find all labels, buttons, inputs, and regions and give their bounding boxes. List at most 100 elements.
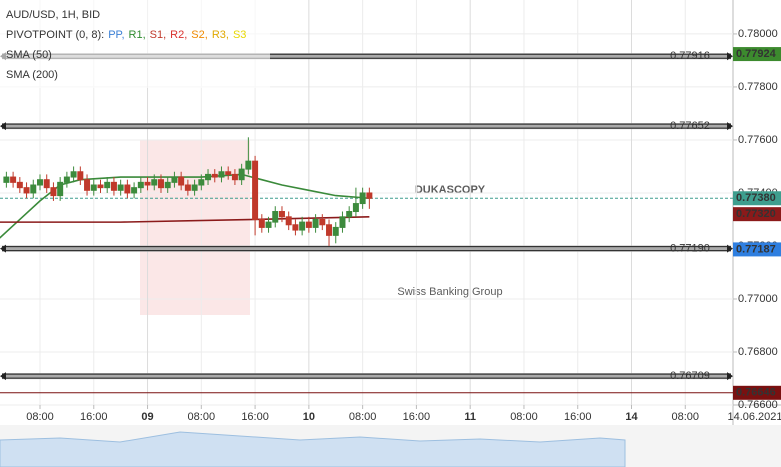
candle-body [164, 181, 171, 189]
x-tick-label: 16:00 [241, 411, 269, 423]
candle-body [117, 184, 124, 191]
candle-body [225, 171, 232, 175]
candle-body [178, 176, 185, 186]
candle-body [23, 187, 30, 194]
candle-body [305, 221, 312, 228]
pivot-legend-item: S2, [191, 29, 208, 41]
candle-body [252, 160, 259, 220]
candle-body [231, 173, 238, 181]
price-tag [733, 207, 781, 222]
candle-body [339, 216, 346, 228]
pivot-legend-item: S1, [150, 29, 167, 41]
watermark: Swiss Banking Group [397, 286, 502, 298]
candle-body [332, 226, 339, 236]
pivot-label: 0.77916 [670, 50, 710, 62]
candle-body [191, 184, 198, 191]
indicator-line [0, 216, 370, 223]
x-tick-label: 16:00 [80, 411, 108, 423]
candle-body [265, 221, 272, 228]
candle-body [36, 179, 43, 186]
y-tick-label: 0.76600 [738, 399, 778, 411]
pivot-label: 0.76709 [670, 370, 710, 382]
candle-body [131, 187, 138, 194]
candle-body [366, 192, 373, 199]
candle-body [352, 203, 359, 213]
navigator-area [0, 431, 626, 467]
legend-entry: SMA (50) [6, 49, 52, 61]
x-tick-label: 08:00 [26, 411, 54, 423]
candle-body [319, 218, 326, 226]
candle-body [245, 160, 252, 170]
candle-body [218, 171, 225, 178]
watermark-logo [140, 140, 250, 315]
x-tick-label: 08:00 [672, 411, 700, 423]
pivot-label: 0.77652 [670, 120, 710, 132]
candle-body [144, 181, 151, 186]
candle-body [124, 184, 131, 194]
candle-body [70, 171, 77, 178]
candle-body [278, 211, 285, 218]
date-label: 14.06.2021 [727, 411, 781, 423]
pivot-legend: PIVOTPOINT (0, 8): PP, R1, S1, R2, S2, R3, S3 [6, 29, 246, 41]
price-tag-label: 0.76646 [736, 387, 776, 399]
candle-body [57, 181, 64, 197]
watermark: DUKASCOPY [415, 184, 486, 196]
y-tick-label: 0.77600 [738, 134, 778, 146]
x-tick-label: 10 [303, 411, 315, 423]
price-tag [733, 242, 781, 257]
candle-body [104, 181, 111, 189]
candle-body [151, 179, 158, 186]
x-tick-label: 08:00 [510, 411, 538, 423]
x-tick-label: 09 [141, 411, 153, 423]
candle-body [292, 224, 299, 231]
candle-body [184, 184, 191, 191]
candle-body [77, 171, 84, 181]
y-tick-label: 0.76800 [738, 346, 778, 358]
x-tick-label: 14 [625, 411, 638, 423]
pivot-legend-label: PIVOTPOINT (0, 8): [6, 29, 104, 41]
pivot-legend-item: R3, [212, 29, 229, 41]
candle-body [84, 179, 91, 191]
price-tag [733, 47, 781, 62]
candle-body [97, 184, 104, 189]
price-tag [733, 191, 781, 206]
candle-body [205, 173, 212, 181]
x-tick-label: 16:00 [403, 411, 431, 423]
candle-body [346, 211, 353, 218]
candle-body [272, 211, 279, 223]
candle-body [359, 192, 366, 205]
price-tag-label: 0.77924 [736, 48, 777, 60]
candle-body [326, 224, 333, 236]
candle-body [110, 181, 117, 191]
price-tag-label: 0.77320 [736, 208, 776, 220]
candle-body [238, 168, 245, 181]
pivot-legend-item: S3 [233, 29, 246, 41]
candle-body [43, 179, 50, 189]
x-tick-label: 08:00 [349, 411, 377, 423]
candle-body [299, 221, 306, 231]
pivot-label: 0.77190 [670, 243, 710, 255]
price-tag-label: 0.77187 [736, 243, 776, 255]
candle-body [198, 179, 205, 186]
chart-title: AUD/USD, 1H, BID [6, 9, 100, 21]
candle-body [211, 173, 218, 178]
pivot-legend-item: PP, [108, 29, 124, 41]
candle-body [137, 181, 144, 189]
candle-body [312, 218, 319, 228]
pivot-legend-item: R1, [129, 29, 146, 41]
pivot-legend-item: R2, [170, 29, 187, 41]
candle-body [50, 187, 57, 197]
y-tick-label: 0.78000 [738, 28, 778, 40]
legend-bg [0, 0, 270, 88]
candle-body [3, 176, 10, 183]
x-tick-label: 16:00 [564, 411, 592, 423]
candle-body [171, 176, 178, 183]
candle-body [258, 218, 265, 228]
candle-body [90, 184, 97, 191]
candle-body [16, 181, 23, 189]
candle-body [285, 216, 292, 226]
candle-body [63, 176, 70, 183]
price-tag-label: 0.77380 [736, 192, 776, 204]
x-tick-label: 08:00 [188, 411, 216, 423]
